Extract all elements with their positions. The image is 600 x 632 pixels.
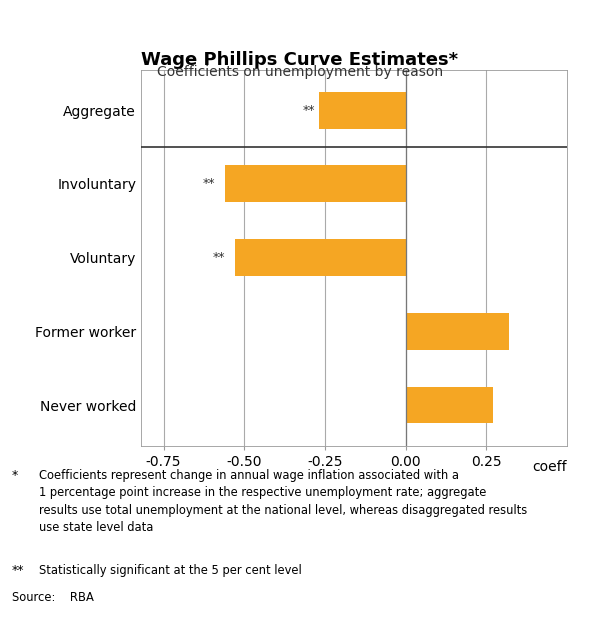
Text: **: **: [302, 104, 315, 116]
Text: coeff: coeff: [532, 460, 567, 474]
Text: **: **: [12, 564, 25, 577]
Bar: [406, 313, 509, 349]
Text: Coefficients represent change in annual wage inflation associated with a
1 perce: Coefficients represent change in annual …: [39, 469, 527, 535]
Text: *: *: [12, 469, 18, 482]
Bar: [235, 239, 406, 276]
Text: **: **: [212, 251, 225, 264]
Text: Source:    RBA: Source: RBA: [12, 591, 94, 604]
Text: **: **: [203, 178, 215, 190]
Bar: [406, 387, 493, 423]
Text: Coefficients on unemployment by reason: Coefficients on unemployment by reason: [157, 65, 443, 79]
Text: Statistically significant at the 5 per cent level: Statistically significant at the 5 per c…: [39, 564, 302, 577]
Text: Wage Phillips Curve Estimates*: Wage Phillips Curve Estimates*: [142, 51, 458, 68]
Bar: [225, 166, 406, 202]
Bar: [319, 92, 406, 128]
